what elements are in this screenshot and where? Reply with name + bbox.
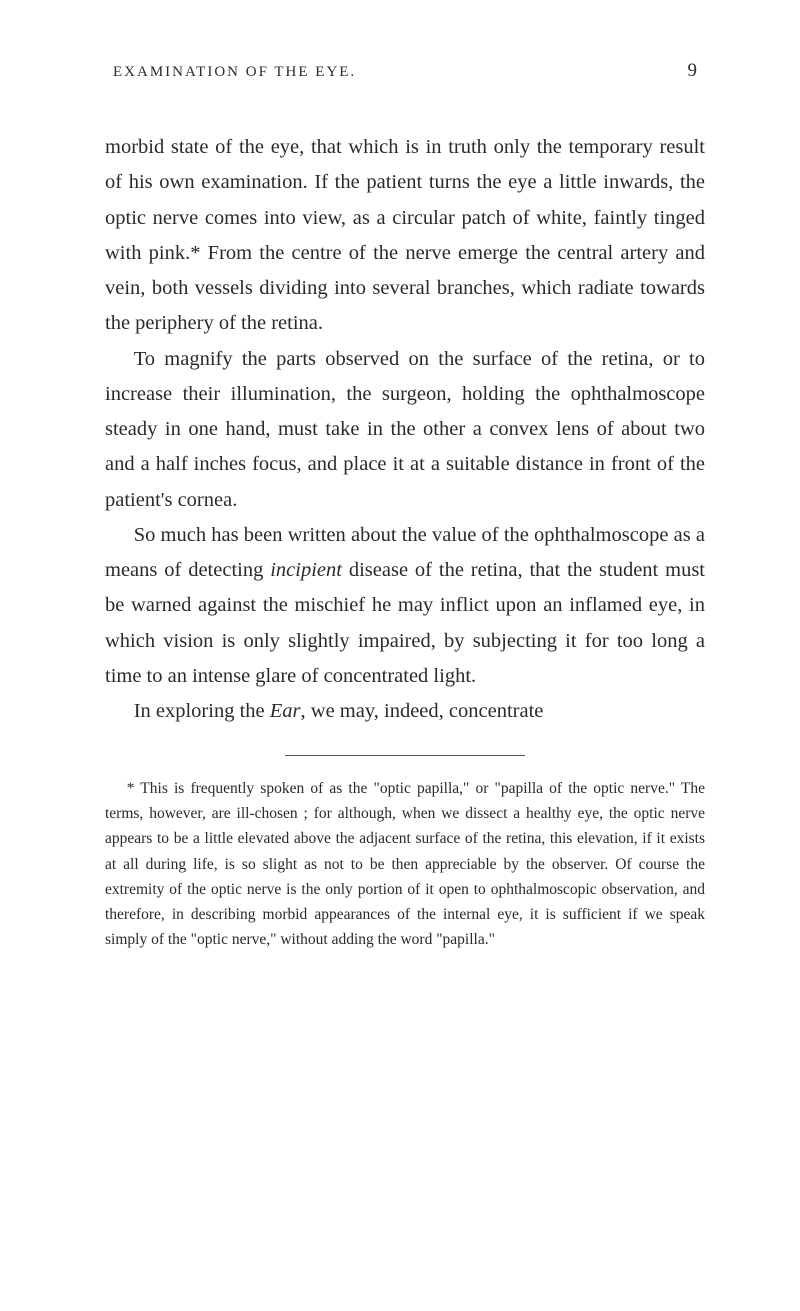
page-header: EXAMINATION OF THE EYE. 9 — [105, 60, 705, 82]
paragraph-4: In exploring the Ear, we may, indeed, co… — [105, 694, 705, 729]
page-number: 9 — [688, 60, 698, 82]
paragraph-4-text-a: In exploring the — [134, 700, 270, 722]
paragraph-1: morbid state of the eye, that which is i… — [105, 130, 705, 342]
paragraph-2-text: To magnify the parts observed on the sur… — [105, 348, 705, 511]
footnote-text: * This is frequently spoken of as the "o… — [105, 780, 705, 948]
body-text: morbid state of the eye, that which is i… — [105, 130, 705, 729]
paragraph-4-text-b: , we may, indeed, concentrate — [301, 700, 544, 722]
paragraph-2: To magnify the parts observed on the sur… — [105, 342, 705, 518]
footnote-divider — [285, 755, 525, 756]
footnote: * This is frequently spoken of as the "o… — [105, 776, 705, 952]
running-title: EXAMINATION OF THE EYE. — [113, 64, 356, 81]
paragraph-3: So much has been written about the value… — [105, 518, 705, 694]
paragraph-1-text: morbid state of the eye, that which is i… — [105, 136, 705, 334]
paragraph-4-italic: Ear — [270, 700, 301, 722]
paragraph-3-italic: incipient — [270, 559, 342, 581]
